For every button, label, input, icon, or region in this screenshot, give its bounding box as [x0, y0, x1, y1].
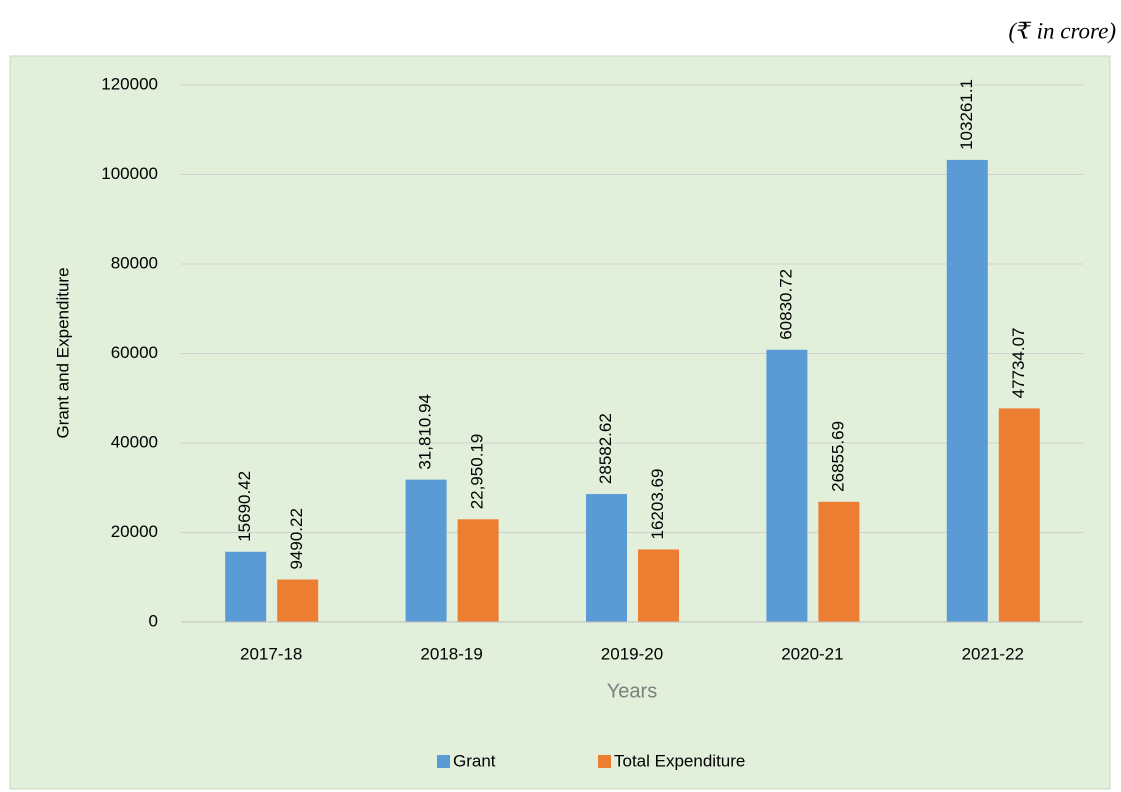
bar	[638, 549, 679, 622]
value-label: 22,950.19	[468, 434, 487, 510]
y-tick-label: 20000	[111, 522, 158, 541]
value-label: 103261.1	[957, 79, 976, 150]
value-label: 9490.22	[287, 508, 306, 569]
unit-note: (₹ in crore)	[1009, 18, 1116, 43]
bar	[457, 519, 499, 622]
legend-label: Total Expenditure	[614, 751, 745, 770]
y-tick-label: 80000	[111, 253, 158, 272]
bar	[277, 579, 319, 622]
legend-swatch	[598, 755, 611, 768]
value-label: 28582.62	[596, 413, 615, 484]
x-tick-label: 2020-21	[781, 644, 843, 663]
x-tick-label: 2017-18	[240, 644, 302, 663]
value-label: 60830.72	[776, 269, 795, 340]
legend-swatch	[437, 755, 450, 768]
bar	[225, 551, 267, 622]
y-tick-label: 0	[149, 611, 158, 630]
y-tick-label: 100000	[101, 164, 158, 183]
bar	[405, 479, 447, 622]
value-label: 16203.69	[648, 469, 667, 540]
bar	[998, 408, 1040, 622]
x-axis-label: Years	[607, 680, 657, 702]
x-tick-label: 2019-20	[601, 644, 663, 663]
x-tick-label: 2021-22	[962, 644, 1024, 663]
chart-area	[9, 55, 1111, 790]
value-label: 26855.69	[828, 421, 847, 492]
y-tick-label: 40000	[111, 432, 158, 451]
value-label: 47734.07	[1009, 327, 1028, 398]
value-label: 15690.42	[235, 471, 254, 542]
legend-label: Grant	[453, 751, 496, 770]
y-tick-label: 60000	[111, 343, 158, 362]
x-tick-label: 2018-19	[420, 644, 482, 663]
bar	[946, 159, 988, 623]
bar	[766, 349, 808, 622]
bar	[818, 501, 860, 622]
y-axis-label: Grant and Expenditure	[53, 267, 72, 438]
value-label: 31,810.94	[416, 394, 435, 470]
y-tick-label: 120000	[101, 74, 158, 93]
bar	[586, 494, 627, 622]
